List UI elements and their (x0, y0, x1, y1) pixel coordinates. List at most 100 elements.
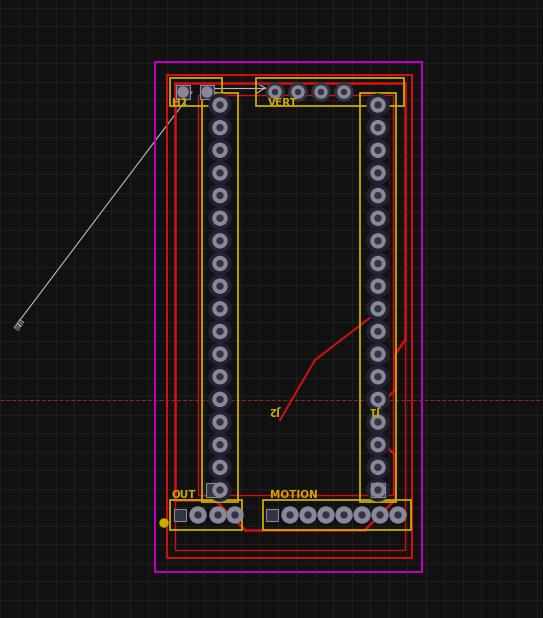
Circle shape (209, 456, 231, 478)
Circle shape (292, 86, 304, 98)
Bar (170, 78, 222, 106)
Circle shape (217, 193, 223, 198)
Circle shape (367, 117, 389, 138)
Circle shape (367, 185, 389, 206)
Circle shape (367, 230, 389, 252)
Circle shape (375, 329, 381, 334)
Circle shape (318, 507, 334, 523)
Circle shape (375, 487, 381, 493)
Circle shape (335, 83, 353, 101)
Circle shape (202, 87, 212, 97)
Bar (256, 78, 404, 106)
Circle shape (217, 125, 223, 130)
Circle shape (213, 188, 227, 203)
Circle shape (209, 275, 231, 297)
Circle shape (217, 351, 223, 357)
Circle shape (209, 388, 231, 410)
Circle shape (213, 347, 227, 361)
Bar (167, 75, 412, 558)
Circle shape (213, 256, 227, 271)
Circle shape (367, 321, 389, 342)
Bar (200, 85, 214, 99)
Circle shape (371, 392, 385, 407)
Circle shape (371, 211, 385, 225)
Circle shape (375, 170, 381, 176)
Circle shape (341, 512, 347, 518)
Circle shape (209, 230, 231, 252)
Circle shape (367, 366, 389, 387)
Circle shape (359, 512, 365, 518)
Circle shape (282, 507, 298, 523)
Circle shape (367, 298, 389, 320)
Circle shape (266, 83, 284, 101)
Circle shape (213, 143, 227, 158)
Circle shape (375, 261, 381, 266)
Circle shape (367, 343, 389, 365)
Circle shape (375, 306, 381, 312)
Circle shape (367, 253, 389, 274)
Circle shape (323, 512, 329, 518)
Circle shape (209, 139, 231, 161)
Circle shape (342, 90, 346, 95)
Circle shape (209, 411, 231, 433)
Circle shape (232, 512, 238, 518)
Circle shape (217, 396, 223, 402)
Circle shape (375, 374, 381, 380)
Circle shape (209, 343, 231, 365)
Text: OUT: OUT (172, 490, 197, 500)
Circle shape (213, 166, 227, 180)
Circle shape (217, 283, 223, 289)
Bar (174, 509, 186, 521)
Circle shape (312, 83, 330, 101)
Circle shape (287, 512, 293, 518)
Circle shape (371, 324, 385, 339)
Circle shape (209, 366, 231, 387)
Circle shape (375, 238, 381, 244)
Circle shape (213, 438, 227, 452)
Circle shape (213, 460, 227, 475)
Circle shape (209, 207, 231, 229)
Circle shape (371, 256, 385, 271)
Circle shape (209, 434, 231, 455)
Circle shape (209, 94, 231, 116)
Bar (371, 483, 385, 497)
Circle shape (367, 388, 389, 410)
Circle shape (371, 302, 385, 316)
Text: mm: mm (12, 316, 27, 332)
Circle shape (375, 396, 381, 402)
Circle shape (213, 483, 227, 497)
Circle shape (217, 170, 223, 176)
Circle shape (213, 279, 227, 293)
Circle shape (209, 479, 231, 501)
Circle shape (227, 507, 243, 523)
Bar (202, 93, 238, 502)
Circle shape (217, 442, 223, 447)
Circle shape (217, 306, 223, 312)
Circle shape (190, 507, 206, 523)
Circle shape (367, 94, 389, 116)
Circle shape (367, 479, 389, 501)
Circle shape (375, 442, 381, 447)
Circle shape (160, 519, 168, 527)
Circle shape (375, 464, 381, 470)
Circle shape (209, 253, 231, 274)
Circle shape (367, 456, 389, 478)
Circle shape (213, 234, 227, 248)
Circle shape (371, 347, 385, 361)
Circle shape (338, 86, 350, 98)
Circle shape (371, 370, 385, 384)
Circle shape (371, 279, 385, 293)
Circle shape (273, 90, 277, 95)
Circle shape (375, 125, 381, 130)
Circle shape (395, 512, 401, 518)
Circle shape (213, 98, 227, 112)
Bar (176, 85, 190, 99)
Circle shape (371, 143, 385, 158)
Circle shape (213, 370, 227, 384)
Circle shape (300, 507, 316, 523)
Circle shape (375, 102, 381, 108)
Circle shape (289, 83, 307, 101)
Text: H1: H1 (172, 98, 188, 108)
Circle shape (305, 512, 311, 518)
Circle shape (217, 487, 223, 493)
